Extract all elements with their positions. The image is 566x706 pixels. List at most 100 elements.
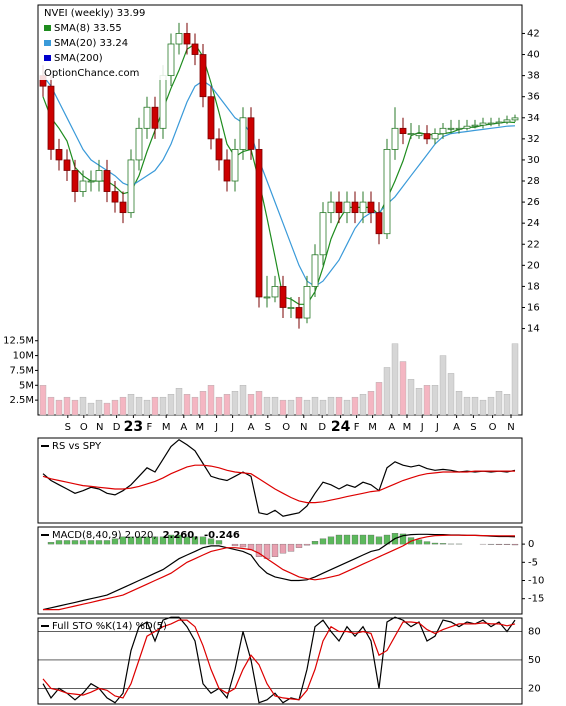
y-tick-label: 0: [528, 539, 534, 550]
candle-body: [279, 286, 287, 308]
candle-body: [255, 148, 263, 298]
histogram-bar: [119, 536, 127, 545]
x-tick-label: J: [214, 422, 218, 433]
candle-body: [319, 212, 327, 256]
x-tick-label: F: [354, 422, 360, 433]
volume-bar: [439, 355, 447, 416]
x-tick-label: S: [470, 422, 476, 433]
watermark: OptionChance.com: [44, 68, 139, 79]
candle-body: [103, 170, 111, 192]
x-tick-label: S: [65, 422, 71, 433]
candle-body: [415, 133, 423, 137]
legend-label: 2.260,: [163, 530, 198, 541]
volume-bar: [127, 394, 135, 416]
volume-bar: [335, 396, 343, 416]
x-tick-label: 24: [331, 419, 351, 435]
histogram-bar: [175, 534, 183, 545]
histogram-bar: [95, 540, 103, 545]
candle-body: [327, 201, 335, 214]
candle-body: [383, 148, 391, 235]
candle-body: [199, 54, 207, 98]
y-tick-label: 34: [527, 113, 540, 124]
volume-bar: [487, 396, 495, 416]
volume-bar: [455, 391, 463, 416]
histogram-bar: [167, 534, 175, 545]
volume-bar: [119, 396, 127, 416]
volume-bar: [159, 396, 167, 416]
volume-bar: [95, 399, 103, 416]
y-tick-label: 40: [527, 50, 540, 61]
x-tick-label: A: [248, 422, 255, 433]
volume-bar: [175, 388, 183, 416]
candle-body: [119, 201, 127, 214]
y-tick-label: 22: [527, 239, 540, 250]
histogram-bar: [319, 538, 327, 545]
volume-bar: [359, 394, 367, 416]
histogram-bar: [415, 539, 423, 545]
volume-bar: [215, 396, 223, 416]
histogram-bar: [135, 536, 143, 545]
candle-body: [367, 201, 375, 214]
legend-swatch: [44, 55, 51, 61]
histogram-bar: [207, 538, 215, 545]
indicator-line: [43, 534, 516, 611]
x-tick-label: O: [282, 422, 290, 433]
candle-body: [423, 133, 431, 140]
volume-bar: [327, 396, 335, 416]
legend-label: SMA(200): [54, 53, 103, 64]
candle-body: [47, 85, 55, 150]
candle-body: [455, 127, 463, 130]
x-tick-label: S: [265, 422, 271, 433]
volume-bar: [375, 382, 383, 416]
volume-bar: [295, 396, 303, 416]
histogram-bar: [303, 543, 311, 546]
candle-body: [287, 307, 295, 309]
y-tick-label: 42: [527, 28, 540, 39]
volume-bar: [239, 385, 247, 416]
volume-bar: [223, 394, 231, 416]
candle-body: [391, 127, 399, 150]
candle-body: [111, 191, 119, 203]
candle-body: [63, 159, 71, 171]
y-tick-label: 26: [527, 197, 540, 208]
y-tick-label: 18: [527, 281, 540, 292]
y-tick-label: 20: [528, 683, 541, 694]
histogram-bar: [239, 543, 247, 548]
candle-body: [311, 254, 319, 287]
histogram-bar: [503, 543, 511, 545]
sma-line: [42, 43, 516, 305]
x-tick-label: O: [80, 422, 88, 433]
candle-body: [463, 125, 471, 129]
candle-body: [263, 296, 271, 299]
volume-bar: [103, 402, 111, 416]
candle-body: [55, 148, 63, 161]
candle-body: [431, 133, 439, 140]
histogram-bar: [111, 538, 119, 545]
histogram-bar: [439, 543, 447, 545]
y-tick-label: 16: [527, 302, 540, 313]
histogram-bar: [431, 542, 439, 545]
candle-body: [303, 286, 311, 319]
volume-bar: [143, 399, 151, 416]
candle-body: [167, 43, 175, 77]
histogram-bar: [495, 543, 503, 545]
volume-bar: [343, 399, 351, 416]
histogram-bar: [327, 536, 335, 545]
volume-bar: [263, 396, 271, 416]
volume-bar: [135, 396, 143, 416]
candle-body: [239, 117, 247, 150]
histogram-bar: [71, 540, 79, 545]
volume-bar: [63, 396, 71, 416]
candle-body: [479, 122, 487, 126]
volume-bar: [351, 396, 359, 416]
volume-bar: [111, 399, 119, 416]
candle-body: [351, 201, 359, 214]
histogram-bar: [271, 543, 279, 557]
y-tick-label: 32: [527, 134, 540, 145]
volume-bar: [479, 399, 487, 416]
panel-frame: [37, 526, 523, 615]
candle-body: [79, 180, 87, 192]
histogram-bar: [423, 541, 431, 545]
histogram-bar: [399, 533, 407, 545]
